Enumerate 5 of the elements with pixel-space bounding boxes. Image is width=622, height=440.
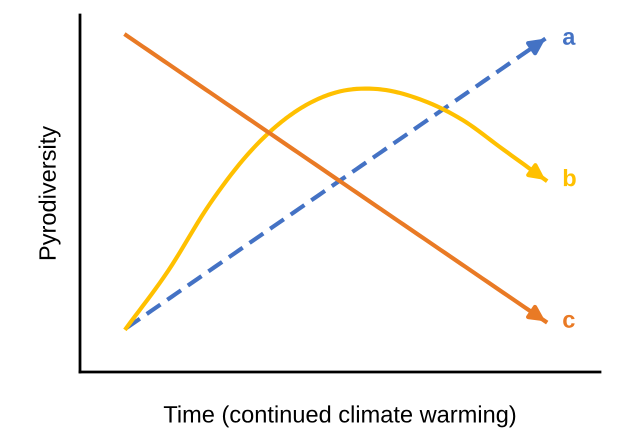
legend-label: c bbox=[563, 314, 575, 328]
legend-label: a bbox=[562, 32, 576, 45]
x-axis-title: Time (continued climate warming) bbox=[164, 405, 516, 428]
legend-label: b bbox=[564, 169, 576, 186]
y-axis-title: Pyrodiversity bbox=[38, 126, 61, 260]
